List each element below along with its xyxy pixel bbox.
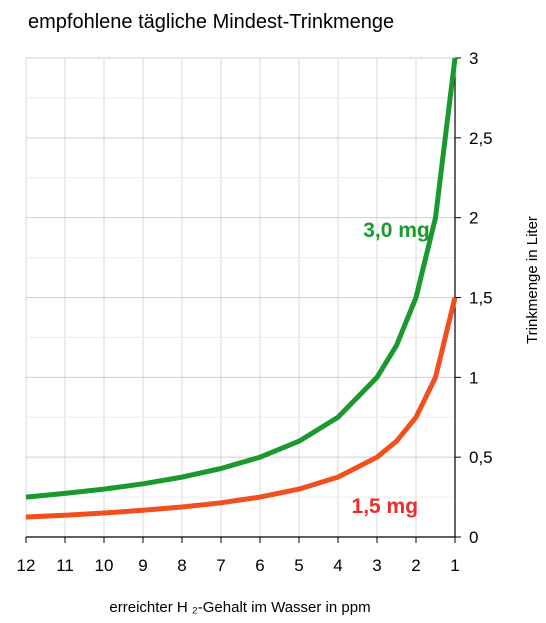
x-tick-labels: 12 11 10 9 8 7 6 5 4 3 2 1	[17, 556, 460, 575]
x-tick-label: 12	[17, 556, 36, 575]
y-tick-label: 2	[469, 209, 478, 228]
annotations: 3,0 mg 1,5 mg	[352, 219, 430, 518]
y-tick-labels: 0 0,5 1 1,5 2 2,5 3	[469, 49, 493, 547]
x-tick-label: 6	[255, 556, 264, 575]
x-tick-label: 10	[95, 556, 114, 575]
y-tick-label: 1	[469, 368, 478, 387]
y-axis-label: Trinkmenge in Liter	[524, 216, 541, 344]
series-line	[25, 57, 458, 500]
x-axis-label: erreichter H ₂-Gehalt im Wasser in ppm	[109, 599, 370, 616]
x-tick-label: 11	[56, 556, 74, 575]
x-tick-label: 8	[177, 556, 186, 575]
series-lines	[25, 57, 458, 520]
y-tick-label: 3	[469, 49, 478, 68]
series-annotation: 1,5 mg	[352, 495, 419, 518]
x-tick-label: 4	[333, 556, 342, 575]
x-tick-label: 1	[450, 556, 459, 575]
x-tick-label: 5	[294, 556, 303, 575]
axes	[25, 57, 461, 543]
chart-title: empfohlene tägliche Mindest-Trinkmenge	[28, 11, 394, 33]
y-tick-label: 0	[469, 528, 478, 547]
series-line	[25, 296, 458, 520]
y-tick-label: 1,5	[469, 289, 493, 308]
x-tick-label: 3	[372, 556, 381, 575]
x-tick-label: 7	[216, 556, 225, 575]
y-tick-label: 0,5	[469, 448, 493, 467]
series-annotation: 3,0 mg	[363, 219, 430, 242]
y-tick-label: 2,5	[469, 129, 493, 148]
x-tick-label: 2	[411, 556, 420, 575]
x-tick-label: 9	[138, 556, 147, 575]
